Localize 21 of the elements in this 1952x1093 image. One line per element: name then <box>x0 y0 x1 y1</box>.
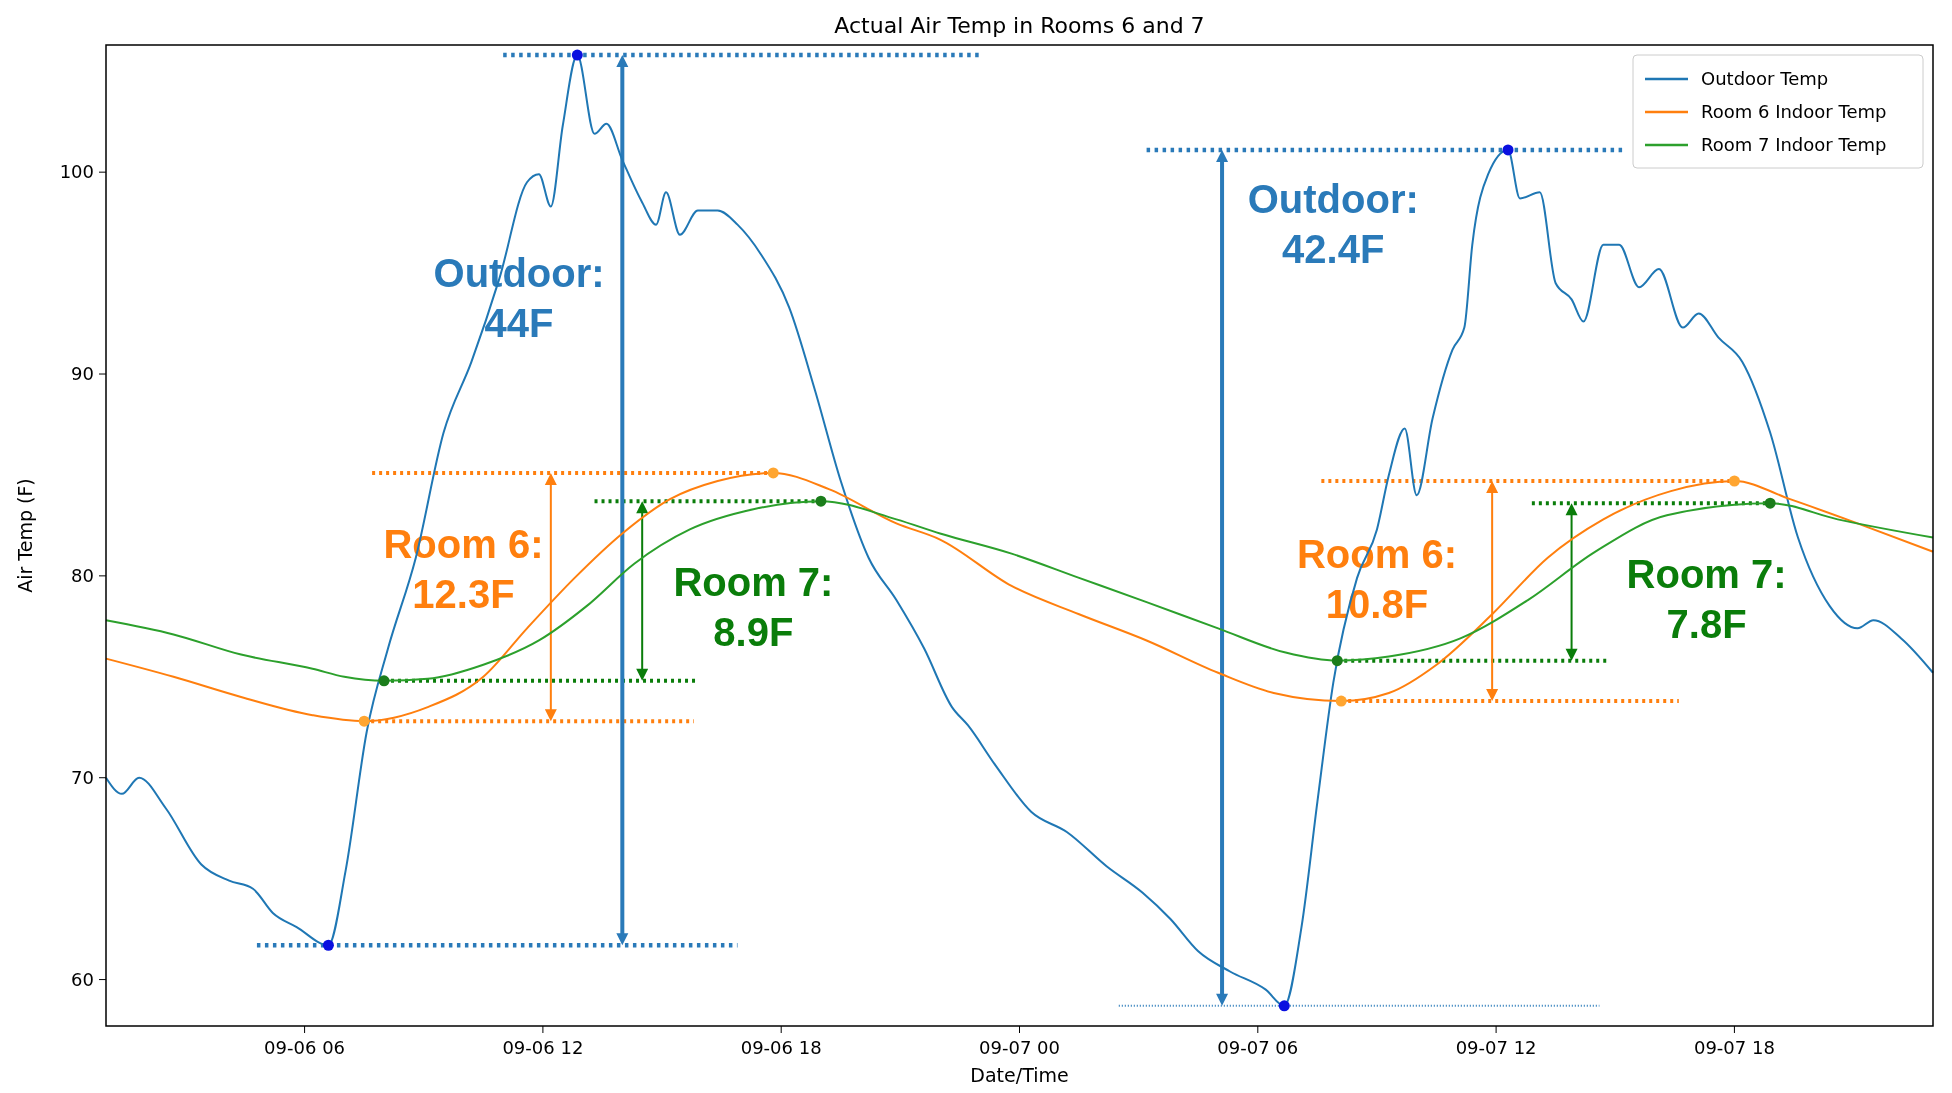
x-tick-label: 09-07 12 <box>1455 1037 1537 1058</box>
y-tick-label: 100 <box>59 161 94 183</box>
x-tick-label: 09-07 18 <box>1693 1037 1775 1058</box>
y-tick-label: 90 <box>71 363 94 385</box>
legend-label: Room 7 Indoor Temp <box>1701 134 1887 155</box>
y-axis-title: Air Temp (F) <box>14 478 36 593</box>
legend-label: Room 6 Indoor Temp <box>1701 101 1887 122</box>
x-axis-title: Date/Time <box>970 1064 1069 1086</box>
x-tick-label: 09-07 06 <box>1217 1037 1299 1058</box>
annotation: Room 7: 8.9F <box>673 560 834 655</box>
chart-title: Actual Air Temp in Rooms 6 and 7 <box>834 13 1205 38</box>
x-tick-label: 09-06 06 <box>264 1037 346 1058</box>
x-tick-label: 09-06 12 <box>502 1037 584 1058</box>
y-tick-label: 70 <box>71 766 94 788</box>
y-tick-label: 60 <box>71 968 94 990</box>
legend-label: Outdoor Temp <box>1701 68 1829 89</box>
annotation: Outdoor: 42.4F <box>1247 176 1419 271</box>
x-tick-label: 09-07 00 <box>979 1037 1060 1058</box>
annotation: Room 7: 7.8F <box>1626 552 1787 647</box>
y-tick-label: 80 <box>71 564 94 586</box>
x-tick-label: 09-06 18 <box>740 1037 822 1058</box>
